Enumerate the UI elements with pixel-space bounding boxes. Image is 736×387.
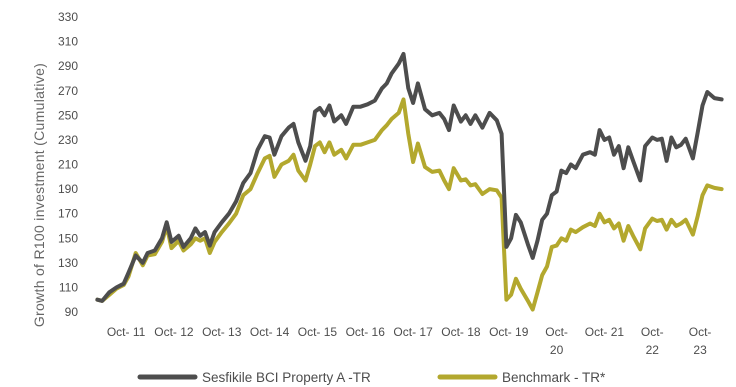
y-tick-label: 190	[58, 182, 78, 196]
y-tick-label: 150	[58, 231, 78, 245]
y-tick-label: 130	[58, 256, 78, 270]
y-tick-label: 90	[65, 305, 79, 319]
y-tick-label: 330	[58, 10, 78, 24]
y-axis-title: Growth of R100 investment (Cumulative)	[31, 63, 47, 327]
x-tick-label: Oct- 21	[585, 325, 625, 339]
x-tick-label: Oct- 14	[250, 325, 290, 339]
legend-label: Sesfikile BCI Property A -TR	[202, 370, 371, 385]
y-tick-label: 310	[58, 35, 78, 49]
x-tick-label: Oct- 15	[298, 325, 338, 339]
y-axis: 90 110 130 150 170 190 210 230 250 270 290 310 330	[58, 10, 78, 319]
x-tick-label: Oct- 12	[154, 325, 194, 339]
legend-label: Benchmark - TR*	[502, 370, 606, 385]
y-tick-label: 230	[58, 133, 78, 147]
x-axis: Oct- 11 Oct- 12 Oct- 13 Oct- 14 Oct- 15 Oct- …	[107, 325, 712, 357]
y-tick-label: 110	[59, 280, 78, 294]
series-line	[95, 51, 724, 303]
series-line	[95, 97, 724, 312]
x-tick-label: Oct-23	[689, 325, 712, 357]
x-tick-label: Oct-20	[545, 325, 568, 357]
x-tick-label: Oct- 18	[441, 325, 481, 339]
plot-area	[95, 51, 724, 312]
y-tick-label: 290	[58, 59, 78, 73]
x-tick-label: Oct- 16	[346, 325, 386, 339]
y-tick-label: 270	[58, 84, 78, 98]
legend: Sesfikile BCI Property A -TR Benchmark - …	[137, 370, 606, 385]
x-tick-label: Oct- 11	[107, 325, 146, 339]
x-tick-label: Oct- 13	[202, 325, 242, 339]
x-tick-label: Oct- 19	[489, 325, 529, 339]
x-tick-label: Oct-22	[641, 325, 664, 357]
y-tick-label: 250	[58, 108, 78, 122]
y-tick-label: 170	[58, 207, 78, 221]
y-tick-label: 210	[58, 158, 78, 172]
x-tick-label: Oct- 17	[393, 325, 433, 339]
